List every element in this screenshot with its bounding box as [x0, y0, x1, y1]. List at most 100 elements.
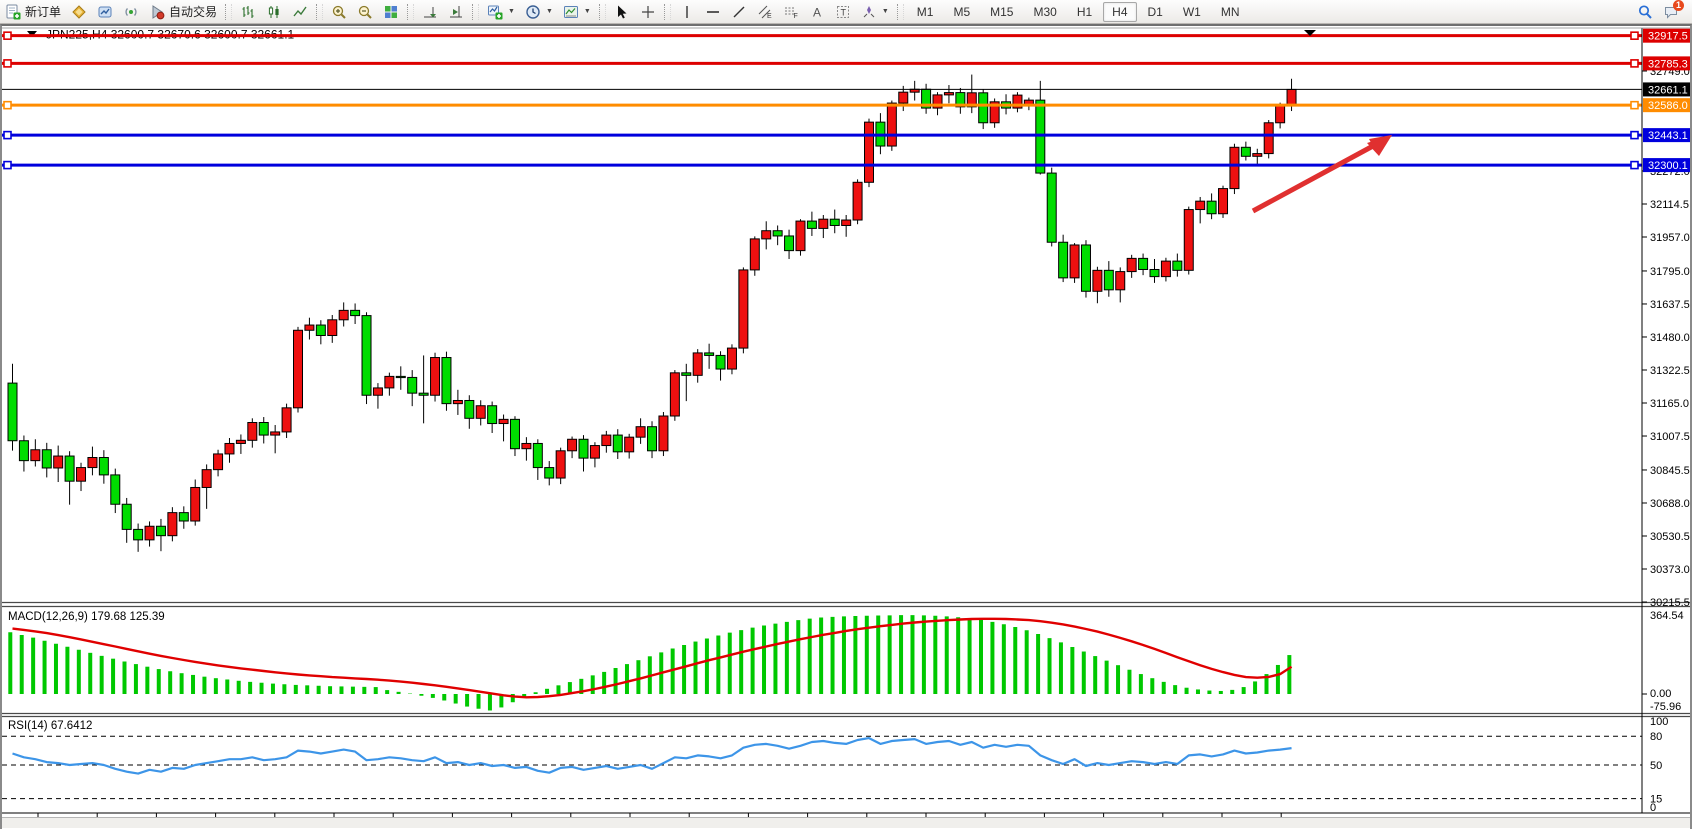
text-label-icon: T — [835, 4, 851, 20]
hline-handle[interactable] — [1630, 100, 1639, 110]
text-icon: A — [809, 4, 825, 20]
price-tick-label: 31322.5 — [1650, 365, 1690, 377]
timeframe-button-M5[interactable]: M5 — [953, 4, 971, 19]
hline-handle[interactable] — [1630, 130, 1639, 140]
rsi-label: RSI(14) 67.6412 — [8, 720, 92, 732]
macd-label: MACD(12,26,9) 179.68 125.39 — [8, 611, 165, 623]
shapes-icon — [861, 4, 877, 20]
bar-chart-button[interactable] — [235, 3, 261, 21]
timeframe-button-D1[interactable]: D1 — [1147, 4, 1163, 19]
price-axis: 32749.032272.032114.531957.031795.031637… — [1642, 66, 1690, 609]
candles-layer — [7, 74, 1297, 552]
rsi-line — [12, 736, 1292, 775]
chart-shift-button[interactable] — [443, 3, 469, 21]
timeframe-button-M1[interactable]: M1 — [916, 4, 934, 19]
horizontal-line-tool[interactable] — [700, 3, 726, 21]
svg-text:T: T — [840, 7, 846, 17]
trend-arrow-annotation[interactable] — [1251, 135, 1392, 214]
autotrading-label: 自动交易 — [169, 5, 218, 19]
template-icon — [563, 4, 579, 20]
templates-dropdown[interactable]: ▼ — [558, 3, 596, 21]
gold-diamond-icon — [71, 4, 87, 20]
zoom-out-icon — [357, 4, 373, 20]
line-chart-button[interactable] — [287, 3, 313, 21]
main-toolbar: 新订单 自动交易 ▼ — [0, 0, 1692, 24]
timeframe-button-W1[interactable]: W1 — [1182, 4, 1201, 19]
fibonacci-tool[interactable]: F — [778, 3, 804, 21]
price-tick-label: 31795.0 — [1650, 266, 1690, 278]
timeframe-group: M1 M5 M15 M30 H1 H4 D1 W1 MN — [907, 1, 1250, 22]
candlestick-chart-button[interactable] — [261, 3, 287, 21]
macd-scale-zero: 0.00 — [1650, 688, 1671, 700]
hline-handle[interactable] — [3, 59, 12, 68]
scroll-marker-icon[interactable] — [1304, 30, 1316, 36]
svg-text:F: F — [793, 13, 797, 20]
rsi-scale-label: 15 — [1650, 794, 1662, 806]
price-tick-label: 30215.5 — [1650, 597, 1690, 609]
price-chart-canvas[interactable]: JPN225,H4 32600.7 32670.6 32600.7 32661.… — [2, 26, 1690, 817]
text-tool[interactable]: A — [804, 3, 830, 21]
rsi-scale-label: 100 — [1650, 716, 1668, 728]
crosshair-tool-button[interactable] — [635, 3, 661, 21]
signal-icon — [123, 4, 139, 20]
search-button[interactable] — [1632, 3, 1658, 21]
chart-shift-icon — [448, 4, 464, 20]
timeframe-button-M15[interactable]: M15 — [990, 4, 1014, 19]
horizontal-lines-layer[interactable] — [2, 31, 1642, 170]
zoom-out-button[interactable] — [352, 3, 378, 21]
rsi-scale-label: 50 — [1650, 760, 1662, 772]
hline-handle[interactable] — [3, 130, 12, 140]
indicators-dropdown[interactable]: ▼ — [482, 3, 520, 21]
timeframe-button-H1[interactable]: H1 — [1076, 4, 1093, 19]
price-tick-label: 30688.0 — [1650, 498, 1690, 510]
indicators-icon — [487, 4, 503, 20]
notification-badge: 1 — [1673, 0, 1684, 11]
rsi-scale-label: 80 — [1650, 731, 1662, 743]
hline-handle[interactable] — [3, 100, 12, 110]
macd-scale-min: -75.96 — [1650, 701, 1681, 713]
hline-handle[interactable] — [3, 31, 12, 40]
shapes-dropdown[interactable]: ▼ — [856, 3, 894, 21]
price-tick-label: 31165.0 — [1650, 398, 1689, 410]
dropdown-caret-icon: ▼ — [508, 8, 515, 15]
autotrading-button[interactable]: 自动交易 — [144, 2, 222, 21]
vertical-line-tool[interactable] — [674, 3, 700, 21]
tile-windows-icon — [383, 4, 399, 20]
hline-handle[interactable] — [3, 160, 12, 170]
hline-handle[interactable] — [1630, 160, 1639, 170]
toolbar-grip — [896, 3, 904, 20]
rsi-scale-label: 0 — [1650, 802, 1656, 814]
notifications-button[interactable]: 1 — [1658, 0, 1684, 21]
macd-signal-line — [12, 617, 1293, 699]
price-tick-label: 31007.5 — [1650, 431, 1690, 443]
new-order-button[interactable]: 新订单 — [0, 2, 66, 21]
toolbar-grip — [472, 3, 480, 20]
cursor-tool-button[interactable] — [609, 3, 635, 21]
toolbar-grip — [316, 3, 324, 20]
price-tick-label: 30845.5 — [1650, 465, 1690, 477]
signals-button[interactable] — [118, 3, 144, 21]
channel-tool[interactable]: E — [752, 3, 778, 21]
zoom-in-button[interactable] — [326, 3, 352, 21]
text-label-tool[interactable]: T — [830, 3, 856, 21]
strategy-tester-button[interactable] — [92, 3, 118, 21]
horizontal-line-icon — [705, 4, 721, 20]
bar-chart-icon — [240, 4, 256, 20]
channel-icon: E — [757, 4, 773, 20]
timeframe-button-M30[interactable]: M30 — [1033, 4, 1057, 19]
tile-windows-button[interactable] — [378, 3, 404, 21]
price-badge — [1643, 128, 1690, 143]
hline-handle[interactable] — [1630, 31, 1639, 40]
timeframe-button-H4[interactable]: H4 — [1103, 1, 1137, 22]
metaeditor-button[interactable] — [66, 3, 92, 21]
periods-dropdown[interactable]: ▼ — [520, 3, 558, 21]
price-badge-label: 32443.1 — [1648, 130, 1688, 142]
price-badges: 32917.5 32785.3 32661.1 32586.0 32443.1 32300… — [1643, 28, 1690, 173]
svg-text:E: E — [767, 13, 772, 20]
hline-handle[interactable] — [1630, 59, 1639, 68]
symbol-dropdown-icon[interactable] — [27, 31, 37, 37]
trendline-tool[interactable] — [726, 3, 752, 21]
zoom-in-icon — [331, 4, 347, 20]
auto-scroll-button[interactable] — [417, 3, 443, 21]
timeframe-button-MN[interactable]: MN — [1220, 4, 1240, 19]
